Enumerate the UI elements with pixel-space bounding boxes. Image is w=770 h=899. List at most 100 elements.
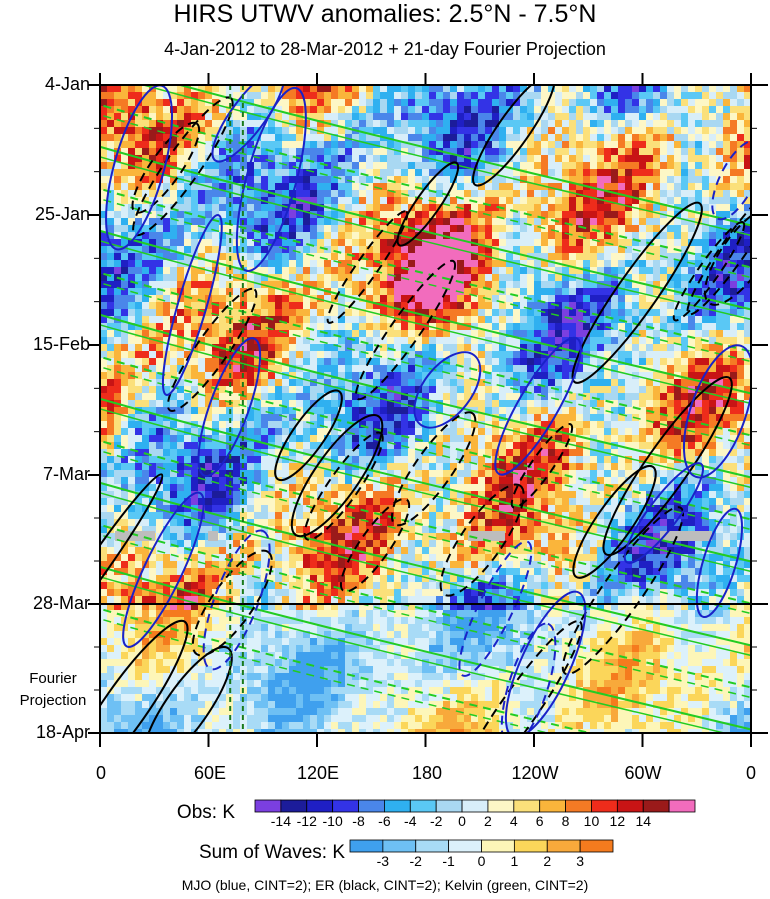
anomaly-cell [492,246,500,254]
anomaly-cell [394,456,402,464]
anomaly-cell [618,302,626,310]
anomaly-cell [247,211,255,219]
anomaly-cell [324,274,332,282]
anomaly-cell [387,190,395,198]
anomaly-cell [590,267,598,275]
anomaly-cell [219,295,227,303]
anomaly-cell [744,211,751,219]
anomaly-cell [730,351,738,359]
anomaly-cell [597,379,605,387]
anomaly-cell [254,211,262,219]
anomaly-cell [310,127,318,135]
anomaly-cell [296,106,304,114]
anomaly-cell [716,323,724,331]
anomaly-cell [457,260,465,268]
anomaly-cell [366,407,374,415]
anomaly-cell [275,267,283,275]
anomaly-cell [681,120,689,128]
anomaly-cell [415,120,423,128]
anomaly-cell [114,183,122,191]
anomaly-cell [177,449,185,457]
anomaly-cell [597,106,605,114]
anomaly-cell [107,239,115,247]
anomaly-cell [366,393,374,401]
anomaly-cell [485,393,493,401]
anomaly-cell [240,162,248,170]
anomaly-cell [436,85,444,93]
anomaly-cell [184,148,192,156]
anomaly-cell [373,421,381,429]
anomaly-cell [100,253,108,261]
anomaly-cell [625,442,633,450]
anomaly-cell [716,449,724,457]
anomaly-cell [149,183,157,191]
anomaly-cell [282,281,290,289]
anomaly-cell [744,351,751,359]
anomaly-cell [471,120,479,128]
anomaly-cell [191,428,199,436]
anomaly-cell [408,120,416,128]
anomaly-cell [737,162,745,170]
anomaly-cell [408,442,416,450]
anomaly-cell [681,162,689,170]
anomaly-cell [359,281,367,289]
anomaly-cell [555,211,563,219]
anomaly-cell [632,211,640,219]
anomaly-cell [408,267,416,275]
anomaly-cell [289,106,297,114]
anomaly-cell [198,288,206,296]
anomaly-cell [198,372,206,380]
anomaly-cell [135,85,143,93]
anomaly-cell [233,211,241,219]
anomaly-cell [254,92,262,100]
anomaly-cell [254,204,262,212]
anomaly-cell [324,99,332,107]
anomaly-cell [373,183,381,191]
anomaly-cell [177,414,185,422]
anomaly-cell [555,155,563,163]
anomaly-cell [226,393,234,401]
anomaly-cell [268,344,276,352]
anomaly-cell [135,421,143,429]
anomaly-cell [387,162,395,170]
anomaly-cell [576,421,584,429]
anomaly-cell [702,99,710,107]
anomaly-cell [695,330,703,338]
anomaly-cell [408,99,416,107]
anomaly-cell [457,113,465,121]
anomaly-cell [653,316,661,324]
anomaly-cell [730,330,738,338]
anomaly-cell [100,309,108,317]
anomaly-cell [478,330,486,338]
anomaly-cell [170,351,178,359]
anomaly-cell [107,400,115,408]
anomaly-cell [457,386,465,394]
anomaly-cell [478,449,486,457]
anomaly-cell [548,267,556,275]
anomaly-cell [548,435,556,443]
anomaly-cell [723,120,731,128]
anomaly-cell [163,260,171,268]
anomaly-cell [233,176,241,184]
anomaly-cell [723,351,731,359]
anomaly-cell [548,295,556,303]
anomaly-cell [149,148,157,156]
anomaly-cell [135,148,143,156]
anomaly-cell [177,386,185,394]
anomaly-cell [555,421,563,429]
anomaly-cell [618,155,626,163]
anomaly-cell [205,365,213,373]
anomaly-cell [429,134,437,142]
anomaly-cell [121,246,129,254]
anomaly-cell [499,295,507,303]
anomaly-cell [730,239,738,247]
anomaly-cell [569,309,577,317]
anomaly-cell [261,267,269,275]
anomaly-cell [436,176,444,184]
anomaly-cell [485,323,493,331]
anomaly-cell [527,197,535,205]
anomaly-cell [352,134,360,142]
anomaly-cell [107,316,115,324]
anomaly-cell [268,414,276,422]
anomaly-cell [457,106,465,114]
